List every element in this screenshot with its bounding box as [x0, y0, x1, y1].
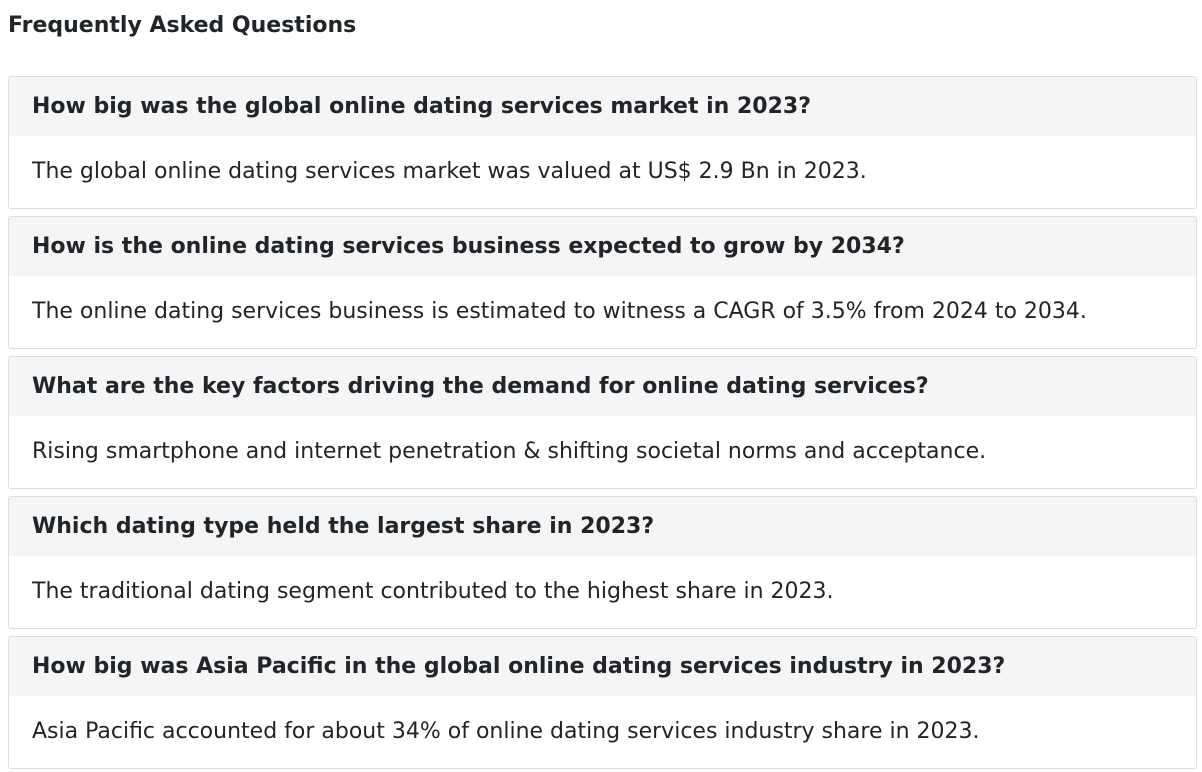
faq-question[interactable]: How is the online dating services busine… — [9, 217, 1196, 276]
faq-answer: Rising smartphone and internet penetrati… — [32, 439, 987, 464]
faq-item: What are the key factors driving the dem… — [8, 356, 1197, 489]
faq-item: How big was the global online dating ser… — [8, 76, 1197, 209]
faq-answer: The traditional dating segment contribut… — [32, 579, 834, 604]
faq-question[interactable]: What are the key factors driving the dem… — [9, 357, 1196, 416]
faq-question[interactable]: How big was the global online dating ser… — [9, 77, 1196, 136]
faq-item: How big was Asia Pacific in the global o… — [8, 636, 1197, 769]
faq-answer: The online dating services business is e… — [32, 299, 1087, 324]
faq-item: Which dating type held the largest share… — [8, 496, 1197, 629]
faq-question[interactable]: How big was Asia Pacific in the global o… — [9, 637, 1196, 696]
faq-heading: Frequently Asked Questions — [8, 13, 357, 38]
faq-answer: Asia Pacific accounted for about 34% of … — [32, 719, 980, 744]
faq-question[interactable]: Which dating type held the largest share… — [9, 497, 1196, 556]
faq-list: How big was the global online dating ser… — [8, 76, 1197, 769]
faq-answer: The global online dating services market… — [32, 159, 867, 184]
faq-item: How is the online dating services busine… — [8, 216, 1197, 349]
